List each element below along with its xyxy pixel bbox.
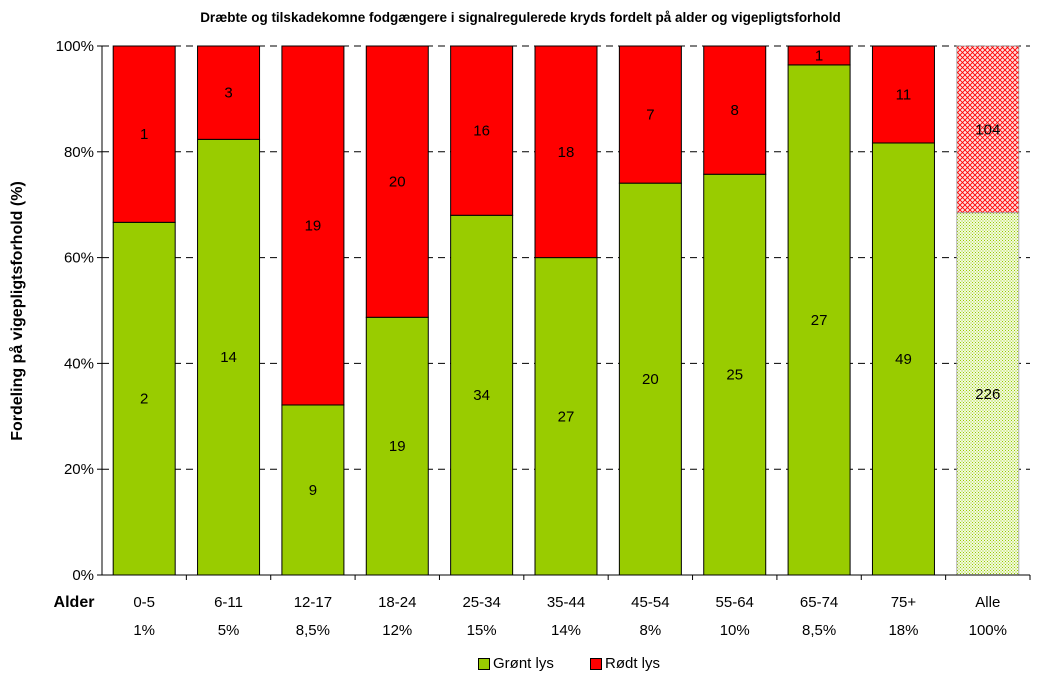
legend-label: Grønt lys <box>493 655 554 672</box>
y-axis-title: Fordeling på vigepligtsforhold (%) <box>8 181 26 441</box>
data-label: 2 <box>140 391 148 408</box>
y-tick-label: 40% <box>64 355 94 372</box>
data-label: 25 <box>726 367 743 384</box>
bar-segment <box>450 214 514 576</box>
x-tick-label: 65-74 <box>800 594 838 611</box>
data-label: 49 <box>895 351 912 368</box>
bar-segment <box>197 45 261 140</box>
category-share-label: 8,5% <box>802 622 836 639</box>
bar-segment <box>281 45 345 406</box>
data-label: 1 <box>815 47 823 64</box>
data-label: 7 <box>646 107 654 124</box>
data-label: 226 <box>975 386 1000 403</box>
bar-segment <box>112 45 176 223</box>
data-label: 19 <box>305 217 322 234</box>
category-share-label: 12% <box>382 622 412 639</box>
data-label: 1 <box>140 126 148 143</box>
bar-segment <box>956 45 1020 214</box>
y-tick-label: 20% <box>64 461 94 478</box>
bar-segment <box>365 45 429 318</box>
x-tick-label: Alle <box>975 594 1000 611</box>
category-share-label: 1% <box>133 622 155 639</box>
y-tick-label: 60% <box>64 250 94 267</box>
data-label: 18 <box>558 144 575 161</box>
data-label: 14 <box>220 349 237 366</box>
x-tick-label: 35-44 <box>547 594 585 611</box>
x-tick-label: 75+ <box>891 594 917 611</box>
x-tick-label: 25-34 <box>462 594 500 611</box>
data-label: 11 <box>896 86 912 103</box>
x-tick-label: 12-17 <box>294 594 332 611</box>
bar-segment <box>871 142 935 576</box>
category-share-label: 14% <box>551 622 581 639</box>
y-tick-label: 80% <box>64 144 94 161</box>
legend-item: Rødt lys <box>590 655 660 672</box>
x-tick-label: 0-5 <box>133 594 155 611</box>
bar-segment <box>534 45 598 259</box>
data-label: 34 <box>473 387 490 404</box>
bar-segment <box>956 212 1020 576</box>
data-label: 20 <box>389 174 406 191</box>
category-share-label: 100% <box>969 622 1007 639</box>
category-share-label: 8% <box>640 622 662 639</box>
bar-segment <box>703 45 767 175</box>
category-share-label: 18% <box>888 622 918 639</box>
data-label: 20 <box>642 371 659 388</box>
bar-segment <box>618 182 682 576</box>
legend-swatch <box>478 657 490 670</box>
category-share-label: 15% <box>467 622 497 639</box>
legend: Grønt lys Rødt lys <box>0 655 1041 675</box>
data-label: 16 <box>473 123 490 140</box>
x-tick-label: 18-24 <box>378 594 416 611</box>
data-label: 3 <box>224 85 232 102</box>
category-share-label: 8,5% <box>296 622 330 639</box>
chart-title: Dræbte og tilskadekomne fodgængere i sig… <box>200 10 841 25</box>
data-label: 104 <box>975 121 1000 138</box>
x-tick-label: 45-54 <box>631 594 669 611</box>
legend-label: Rødt lys <box>605 655 661 672</box>
bar-segment <box>450 45 514 216</box>
data-label: 9 <box>309 482 317 499</box>
x-axis-title: Alder <box>54 594 95 611</box>
x-tick-label: 55-64 <box>716 594 754 611</box>
data-label: 27 <box>558 408 575 425</box>
bar-segment <box>618 45 682 184</box>
category-share-label: 10% <box>720 622 750 639</box>
category-share-label: 5% <box>218 622 240 639</box>
legend-swatch <box>590 657 602 670</box>
x-tick-label: 6-11 <box>214 594 243 611</box>
y-tick-label: 100% <box>56 38 94 55</box>
y-tick-label: 0% <box>72 567 94 584</box>
bar-segment <box>871 45 935 144</box>
data-label: 19 <box>389 438 406 455</box>
data-label: 27 <box>811 312 828 329</box>
bar-segment <box>787 45 851 66</box>
legend-item: Grønt lys <box>478 655 554 672</box>
bar-segment <box>197 138 261 576</box>
bar-segment <box>112 221 176 576</box>
data-label: 8 <box>731 102 739 119</box>
